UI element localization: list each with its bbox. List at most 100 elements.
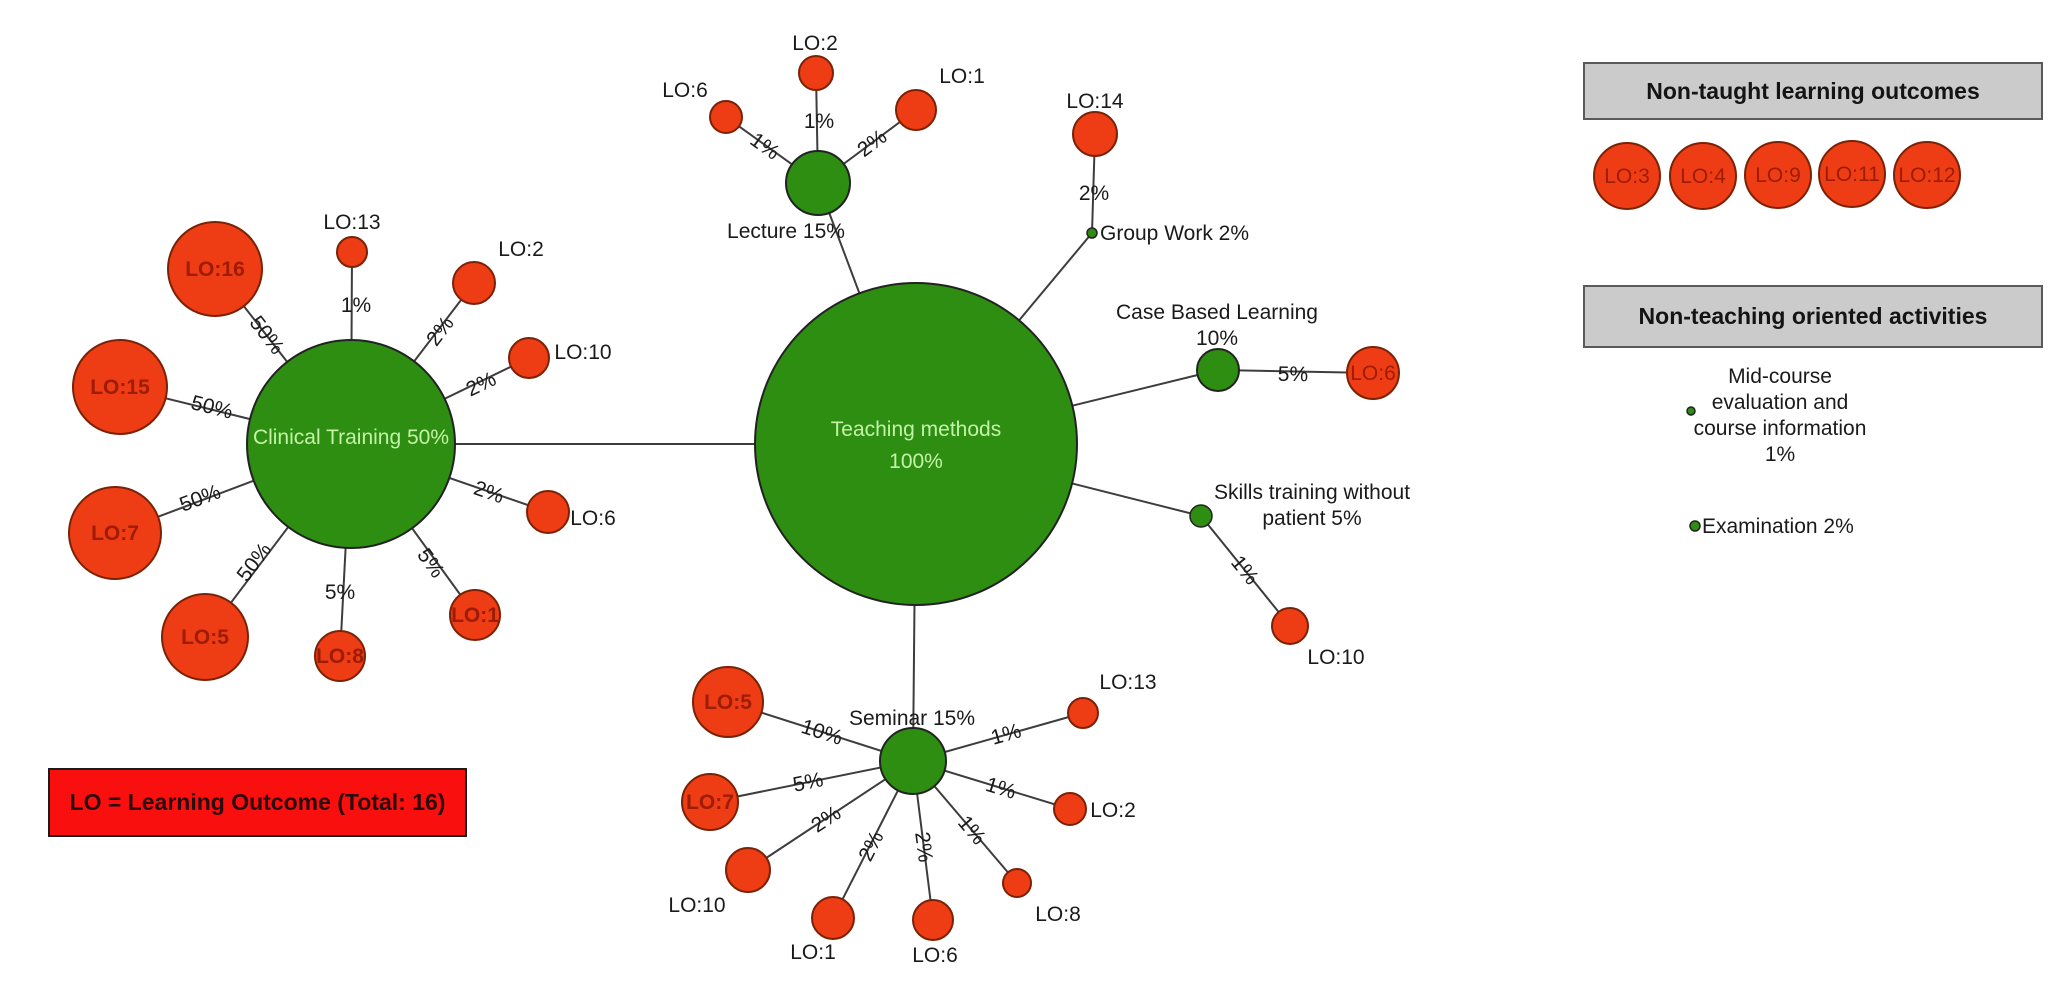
lo-circle-nt-lo12 bbox=[1893, 141, 1961, 209]
label-midcourse: course information bbox=[1694, 417, 1867, 440]
edge-label-l-lo6: 1% bbox=[746, 128, 784, 164]
label-seminar: Seminar 15% bbox=[849, 707, 975, 730]
label-c-lo7: LO:7 bbox=[91, 522, 139, 545]
label-sem-lo8: LO:8 bbox=[1035, 903, 1081, 926]
label-s-lo10: LO:10 bbox=[1307, 646, 1364, 669]
lo-circle-g-lo14 bbox=[1072, 111, 1118, 157]
lo-circle-c-lo10 bbox=[508, 337, 550, 379]
label-skills: patient 5% bbox=[1262, 507, 1361, 530]
lo-circle-l-lo1 bbox=[895, 89, 937, 131]
edge-label-sem-lo10: 2% bbox=[807, 801, 845, 837]
label-exam: Examination 2% bbox=[1702, 515, 1854, 538]
edge-label-c-lo8: 5% bbox=[325, 581, 355, 604]
label-l-lo2: LO:2 bbox=[792, 32, 838, 55]
label-c-lo15: LO:15 bbox=[90, 376, 150, 399]
edge-label-l-lo2: 1% bbox=[804, 110, 834, 133]
edge-label-c-lo5: 50% bbox=[233, 539, 277, 586]
edge-label-sem-lo2: 1% bbox=[983, 773, 1019, 804]
label-c-lo1: LO:1 bbox=[451, 604, 499, 627]
label-l-lo1: LO:1 bbox=[939, 65, 985, 88]
node-groupwork bbox=[1086, 227, 1098, 239]
label-lecture: Lecture 15% bbox=[727, 220, 845, 243]
lo-circle-l-lo2 bbox=[798, 55, 834, 91]
node-seminar bbox=[879, 727, 947, 795]
node-skills bbox=[1189, 504, 1213, 528]
label-nt-lo4: LO:4 bbox=[1680, 165, 1726, 188]
label-casebased: Case Based Learning bbox=[1116, 301, 1318, 324]
lo-circle-c-lo8 bbox=[314, 630, 366, 682]
edge-label-c-lo7: 50% bbox=[176, 480, 223, 516]
lo-circle-sem-lo13 bbox=[1067, 697, 1099, 729]
label-cb-lo6: LO:6 bbox=[1350, 362, 1396, 385]
lo-circle-s-lo10 bbox=[1271, 607, 1309, 645]
label-nt-lo11: LO:11 bbox=[1824, 163, 1880, 186]
label-skills: Skills training without bbox=[1214, 481, 1410, 504]
node-casebased bbox=[1196, 348, 1240, 392]
label-casebased: 10% bbox=[1196, 327, 1238, 350]
non-teaching-title: Non-teaching oriented activities bbox=[1638, 303, 1988, 329]
label-clinical: Clinical Training 50% bbox=[253, 426, 449, 449]
label-nt-lo9: LO:9 bbox=[1755, 164, 1801, 187]
edge-label-c-lo10: 2% bbox=[463, 367, 500, 401]
edge-skills-s-lo10 bbox=[1200, 515, 1291, 627]
lo-circle-sem-lo1 bbox=[811, 896, 855, 940]
lo-circle-sem-lo8 bbox=[1002, 868, 1032, 898]
lo-circle-c-lo6 bbox=[526, 490, 570, 534]
label-midcourse: 1% bbox=[1765, 443, 1795, 466]
label-c-lo10: LO:10 bbox=[554, 341, 611, 364]
edge-label-sem-lo7: 5% bbox=[791, 768, 825, 797]
lo-circle-c-lo2 bbox=[452, 261, 496, 305]
node-lecture bbox=[785, 150, 851, 216]
node-teaching bbox=[754, 282, 1078, 606]
label-sem-lo7: LO:7 bbox=[686, 791, 734, 814]
label-c-lo8: LO:8 bbox=[316, 645, 364, 668]
node-midcourse bbox=[1686, 406, 1696, 416]
lo-circle-c-lo13 bbox=[336, 236, 368, 268]
lo-circle-c-lo16 bbox=[167, 221, 263, 317]
edge-label-s-lo10: 1% bbox=[1226, 551, 1263, 589]
lo-circle-cb-lo6 bbox=[1346, 346, 1400, 400]
legend-text: LO = Learning Outcome (Total: 16) bbox=[69, 789, 446, 815]
label-nt-lo3: LO:3 bbox=[1604, 165, 1650, 188]
label-c-lo6: LO:6 bbox=[570, 507, 616, 530]
lo-circle-c-lo15 bbox=[72, 339, 168, 435]
lo-circle-sem-lo10 bbox=[725, 847, 771, 893]
edge-label-sem-lo13: 1% bbox=[988, 719, 1023, 749]
lo-circle-sem-lo2 bbox=[1053, 792, 1087, 826]
label-groupwork: Group Work 2% bbox=[1100, 222, 1249, 245]
lo-circle-l-lo6 bbox=[709, 100, 743, 134]
label-teaching: 100% bbox=[889, 450, 943, 473]
edge-label-c-lo15: 50% bbox=[189, 391, 235, 423]
label-c-lo16: LO:16 bbox=[185, 258, 245, 281]
lo-circle-sem-lo7 bbox=[681, 773, 739, 831]
lo-circle-nt-lo3 bbox=[1593, 142, 1661, 210]
label-g-lo14: LO:14 bbox=[1066, 90, 1124, 113]
edge-label-c-lo16: 50% bbox=[245, 312, 289, 359]
non-taught-title: Non-taught learning outcomes bbox=[1646, 77, 1980, 104]
lo-circle-c-lo5 bbox=[161, 593, 249, 681]
label-sem-lo1: LO:1 bbox=[790, 941, 836, 964]
legend-box: LO = Learning Outcome (Total: 16) bbox=[48, 768, 467, 837]
lo-circle-nt-lo9 bbox=[1744, 141, 1812, 209]
label-midcourse: evaluation and bbox=[1712, 391, 1849, 414]
edge-label-cb-lo6: 5% bbox=[1278, 363, 1309, 387]
label-teaching: Teaching methods bbox=[831, 418, 1001, 441]
lo-circle-c-lo1 bbox=[449, 589, 501, 641]
edge-label-c-lo6: 2% bbox=[471, 477, 507, 509]
label-sem-lo2: LO:2 bbox=[1090, 799, 1136, 822]
node-exam bbox=[1689, 520, 1701, 532]
node-clinical bbox=[246, 339, 456, 549]
label-sem-lo6: LO:6 bbox=[912, 944, 958, 967]
lo-circle-sem-lo6 bbox=[912, 899, 954, 941]
label-sem-lo5: LO:5 bbox=[704, 691, 752, 714]
non-taught-panel-header: Non-taught learning outcomes bbox=[1583, 62, 2043, 120]
edge-label-l-lo1: 2% bbox=[853, 125, 891, 162]
label-sem-lo10: LO:10 bbox=[668, 894, 725, 917]
label-midcourse: Mid-course bbox=[1728, 365, 1832, 388]
lo-circle-c-lo7 bbox=[68, 486, 162, 580]
lo-circle-sem-lo5 bbox=[692, 666, 764, 738]
non-teaching-panel-header: Non-teaching oriented activities bbox=[1583, 285, 2043, 348]
label-c-lo13: LO:13 bbox=[323, 211, 380, 234]
